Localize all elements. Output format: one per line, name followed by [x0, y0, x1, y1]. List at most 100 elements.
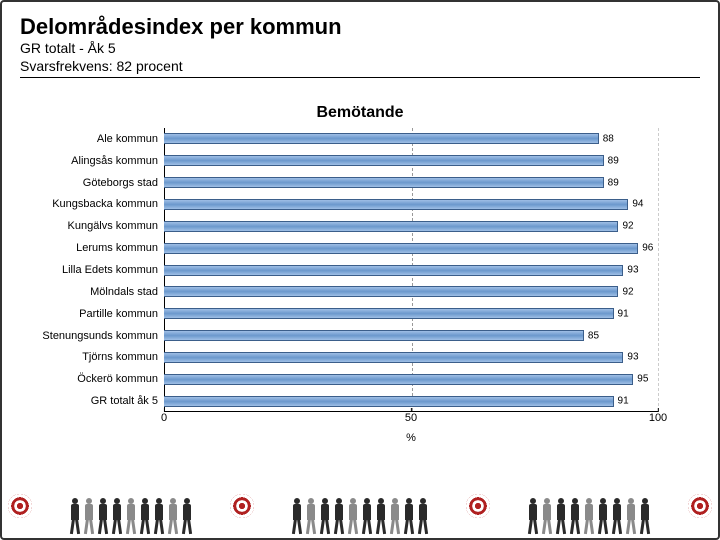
bar-wrap: 89	[164, 155, 658, 166]
bar-wrap: 92	[164, 286, 658, 297]
chart-area: Ale kommun 88 Alingsås kommun89 Göteborgs s…	[24, 128, 688, 448]
target-icon	[466, 494, 490, 518]
bar-wrap: 89	[164, 177, 658, 188]
bar-wrap: 91	[164, 396, 658, 407]
value-label: 92	[622, 221, 633, 232]
person-icon	[582, 496, 596, 536]
value-label: 88	[603, 133, 614, 144]
bar	[164, 155, 604, 166]
person-icon	[82, 496, 96, 536]
chart-row: Ale kommun 88	[24, 133, 688, 144]
page-title: Delområdesindex per kommun	[20, 14, 700, 40]
chart-row: Göteborgs stad 89	[24, 177, 688, 188]
person-icon	[568, 496, 582, 536]
person-icon	[96, 496, 110, 536]
bar	[164, 221, 618, 232]
person-icon	[332, 496, 346, 536]
x-axis-ticks: 0 50 100	[164, 412, 658, 428]
bar	[164, 177, 604, 188]
value-label: 89	[608, 177, 619, 188]
bar	[164, 265, 623, 276]
category-label: Partille kommun	[79, 308, 164, 320]
person-icon	[610, 496, 624, 536]
category-label: Kungsbacka kommun	[52, 198, 164, 210]
bar	[164, 133, 599, 144]
bar-wrap: 96	[164, 243, 658, 254]
value-label: 93	[627, 352, 638, 363]
bar	[164, 396, 614, 407]
category-label: Mölndals stad	[90, 286, 164, 298]
person-icon	[540, 496, 554, 536]
chart-row: Partille kommun 91	[24, 308, 688, 319]
xtick-100: 100	[649, 412, 667, 424]
xtick-0: 0	[161, 412, 167, 424]
person-icon	[416, 496, 430, 536]
bar	[164, 308, 614, 319]
category-label: Stenungsunds kommun	[42, 330, 164, 342]
chart-title: Bemötande	[20, 104, 700, 122]
category-label: Ale kommun	[97, 133, 164, 145]
person-icon	[360, 496, 374, 536]
bar-wrap: 93	[164, 352, 658, 363]
category-label: GR totalt åk 5	[91, 395, 164, 407]
footer-silhouettes	[4, 484, 716, 536]
chart-row: GR totalt åk 591	[24, 396, 688, 407]
person-icon	[166, 496, 180, 536]
person-icon	[138, 496, 152, 536]
bar-wrap: 93	[164, 265, 658, 276]
bar-wrap: 85	[164, 330, 658, 341]
person-icon	[624, 496, 638, 536]
chart-row: Lerums kommun 96	[24, 243, 688, 254]
person-icon	[554, 496, 568, 536]
value-label: 94	[632, 199, 643, 210]
bar	[164, 286, 618, 297]
target-icon	[8, 494, 32, 518]
category-label: Lerums kommun	[76, 242, 164, 254]
person-icon	[374, 496, 388, 536]
value-label: 92	[622, 286, 633, 297]
person-icon	[68, 496, 82, 536]
bar-wrap: 95	[164, 374, 658, 385]
value-label: 91	[618, 308, 629, 319]
subtitle-line-1: GR totalt - Åk 5	[20, 40, 700, 58]
bar-wrap: 92	[164, 221, 658, 232]
person-icon	[388, 496, 402, 536]
person-icon	[180, 496, 194, 536]
x-axis-label: %	[164, 432, 658, 444]
value-label: 89	[608, 155, 619, 166]
category-label: Öckerö kommun	[77, 373, 164, 385]
category-label: Lilla Edets kommun	[62, 264, 164, 276]
person-icon	[402, 496, 416, 536]
chart-row: Kungsbacka kommun 94	[24, 199, 688, 210]
header-block: Delområdesindex per kommun GR totalt - Å…	[20, 14, 700, 78]
crowd-group	[290, 496, 430, 536]
target-icon	[688, 494, 712, 518]
chart-row: Stenungsunds kommun 85	[24, 330, 688, 341]
bar	[164, 330, 584, 341]
crowd-group	[526, 496, 652, 536]
value-label: 96	[642, 243, 653, 254]
bar-wrap: 94	[164, 199, 658, 210]
chart-row: Kungälvs kommun92	[24, 221, 688, 232]
person-icon	[638, 496, 652, 536]
chart-row: Alingsås kommun89	[24, 155, 688, 166]
value-label: 95	[637, 374, 648, 385]
person-icon	[526, 496, 540, 536]
person-icon	[346, 496, 360, 536]
target-icon	[230, 494, 254, 518]
category-label: Tjörns kommun	[82, 351, 164, 363]
chart-row: Tjörns kommun 93	[24, 352, 688, 363]
value-label: 85	[588, 330, 599, 341]
category-label: Göteborgs stad	[83, 177, 164, 189]
person-icon	[124, 496, 138, 536]
bar-wrap: 88	[164, 133, 658, 144]
person-icon	[290, 496, 304, 536]
bar	[164, 374, 633, 385]
person-icon	[318, 496, 332, 536]
person-icon	[596, 496, 610, 536]
bar-wrap: 91	[164, 308, 658, 319]
crowd-group	[68, 496, 194, 536]
bar	[164, 199, 628, 210]
subtitle-line-2: Svarsfrekvens: 82 procent	[20, 58, 700, 76]
chart-row: Öckerö kommun 95	[24, 374, 688, 385]
